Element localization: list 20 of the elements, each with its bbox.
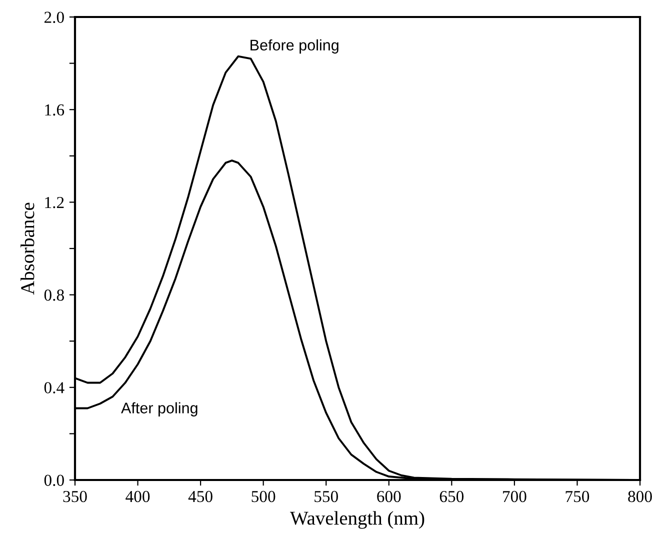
x-tick-label: 600 — [377, 490, 401, 502]
x-axis-title: Wavelength (nm) — [290, 511, 424, 529]
x-tick-label: 800 — [628, 490, 652, 502]
series-label: Before poling — [250, 39, 338, 54]
x-tick-label: 400 — [126, 490, 150, 502]
x-tick-label: 550 — [314, 490, 338, 502]
y-tick-label: 0.4 — [44, 382, 64, 394]
x-tick-label: 450 — [188, 490, 212, 502]
x-tick-label: 350 — [63, 490, 87, 502]
y-axis-title: Absorbance — [20, 202, 34, 295]
x-tick-label: 500 — [252, 490, 276, 502]
series-label: After poling — [121, 402, 198, 416]
y-tick-label: 2.0 — [44, 12, 64, 24]
y-tick-label: 0.0 — [44, 474, 64, 486]
y-tick-label: 1.6 — [45, 104, 64, 116]
x-tick-label: 650 — [440, 490, 464, 502]
x-tick-label: 700 — [503, 490, 526, 502]
y-tick-label: 1.2 — [45, 196, 64, 208]
x-tick-label: 750 — [566, 490, 590, 502]
y-tick-label: 0.8 — [44, 290, 64, 301]
